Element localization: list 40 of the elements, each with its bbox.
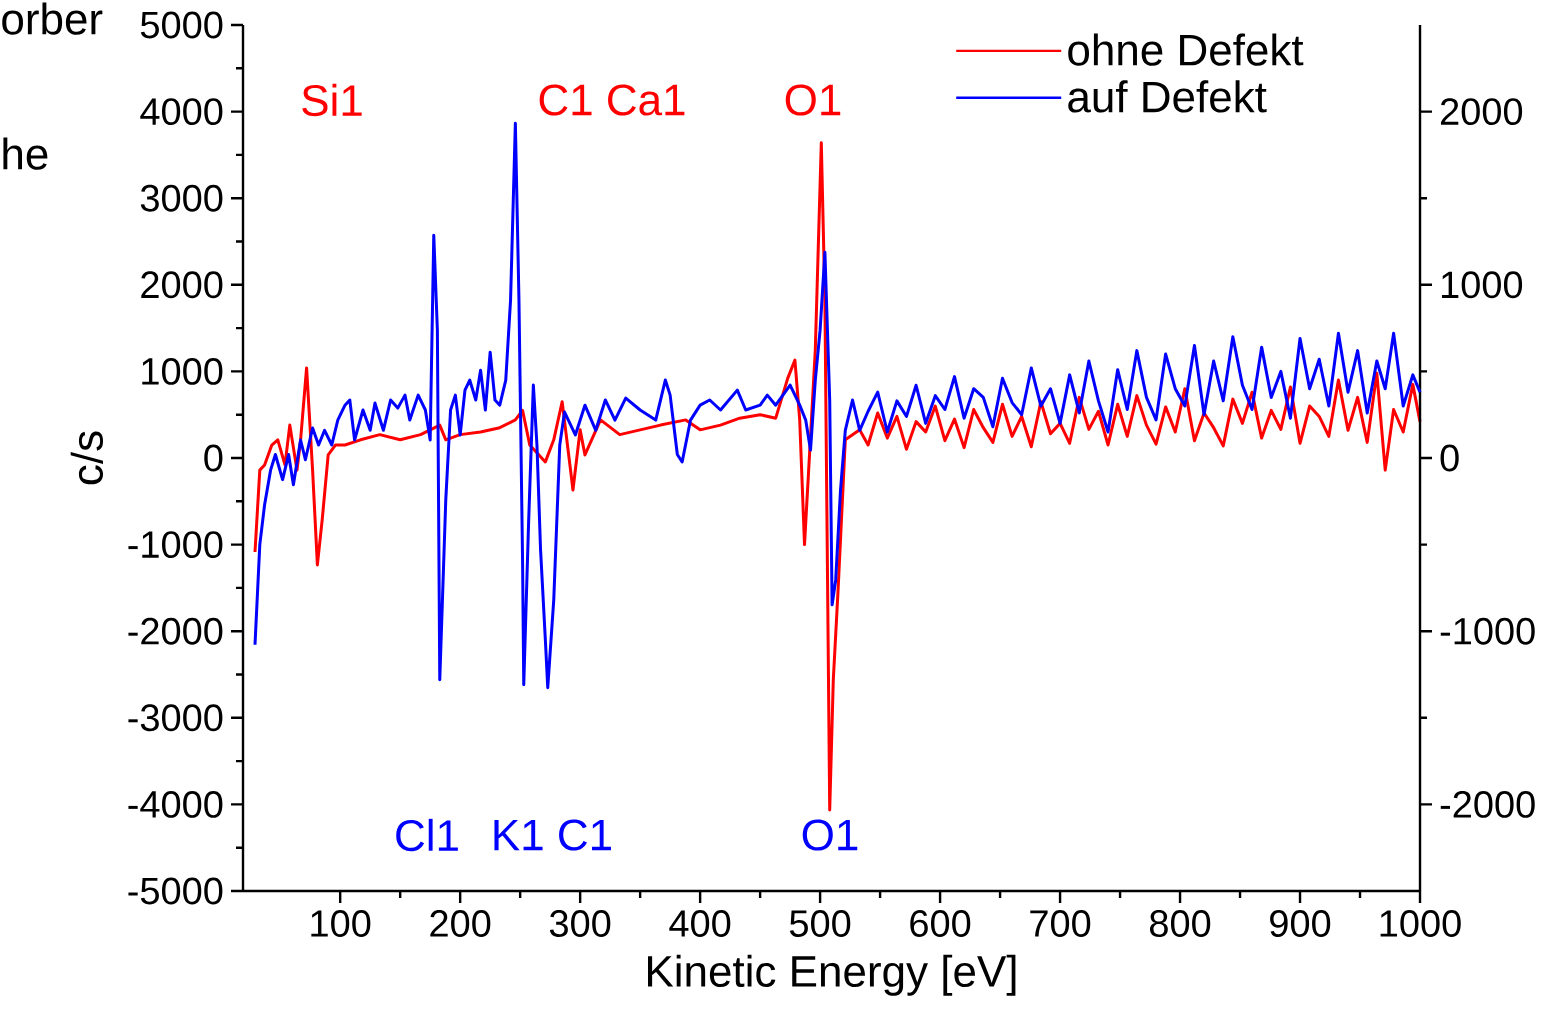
x-axis-title: Kinetic Energy [eV] [648, 954, 1016, 996]
annotation: Si1 [302, 83, 362, 117]
line-series [253, 121, 1422, 690]
y-tick-label: 1000 [142, 357, 223, 385]
y-tick-label: -1000 [128, 531, 223, 559]
text: he [3, 137, 48, 170]
y-tick-label: 5000 [140, 11, 223, 39]
y-tick-label: 2000 [141, 271, 223, 299]
x-tick-label: 600 [910, 910, 971, 937]
y-tick-label: 0 [204, 444, 223, 472]
y-tick-label: 4000 [140, 98, 223, 126]
y2-tick-label: 1000 [1441, 271, 1523, 299]
y-axis-title: c/s [70, 431, 104, 485]
text: orber [2, 2, 103, 35]
x-tick-label: 900 [1270, 910, 1331, 937]
legend-label: auf Defekt [1068, 80, 1267, 113]
y-tick-label: -4000 [128, 790, 223, 818]
x-tick-label: 400 [669, 910, 731, 937]
x-tick-label: 200 [430, 910, 491, 937]
y2-tick-label: -1000 [1440, 617, 1535, 645]
annotation: O1 [802, 819, 858, 851]
y-tick-label: 3000 [140, 184, 223, 212]
annotation: Cl1 [396, 818, 458, 852]
y2-tick-label: 2000 [1440, 98, 1523, 126]
line-series [253, 141, 1422, 812]
x-tick-label: 1000 [1380, 910, 1461, 937]
y2-tick-label: -2000 [1440, 790, 1535, 818]
x-tick-label: 800 [1150, 910, 1211, 937]
y-tick-label: -2000 [128, 617, 223, 645]
annotation: O1 [785, 84, 841, 116]
legend-label: ohne Defekt [1068, 33, 1304, 66]
x-tick-label: 500 [789, 910, 851, 937]
x-tick-label: 700 [1030, 910, 1091, 937]
annotation: K1 C1 [494, 819, 611, 851]
y-tick-label: -3000 [128, 704, 223, 732]
annotation: C1 Ca1 [539, 84, 685, 116]
x-tick-label: 100 [311, 910, 371, 937]
y2-tick-label: 0 [1440, 444, 1459, 472]
y-tick-label: -5000 [128, 877, 223, 905]
x-tick-label: 300 [549, 910, 611, 937]
